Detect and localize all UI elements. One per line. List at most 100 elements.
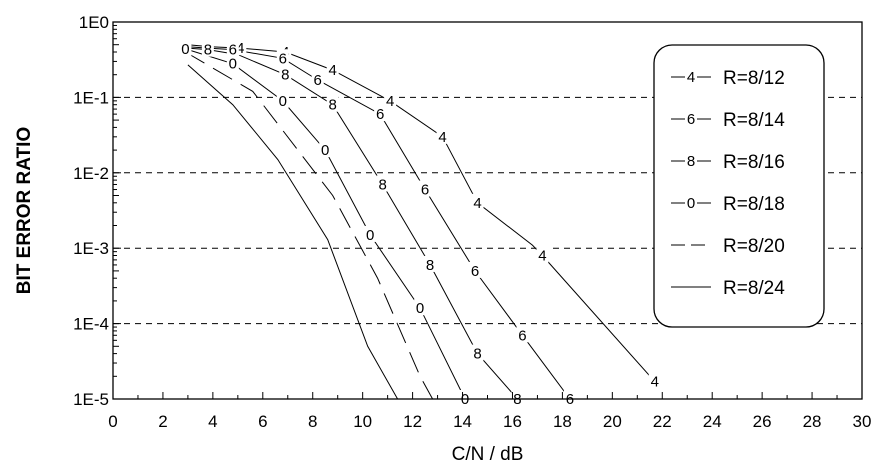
- x-tick-label: 18: [553, 412, 572, 431]
- marker-background: [424, 255, 437, 272]
- grid-lines: [113, 96, 862, 325]
- y-tick-label: 1E0: [79, 13, 109, 32]
- series-line: [187, 44, 656, 382]
- series-marker: 4: [386, 93, 394, 110]
- y-tick-label: 1E-4: [73, 315, 109, 334]
- legend: 4 R=8/12 6 R=8/14 8 R=8/16 0 R=8/18 R=8/20 R=8/24: [653, 44, 825, 328]
- legend-entry: R=8/14: [723, 110, 785, 131]
- x-tick-label: 28: [803, 412, 822, 431]
- series-marker: 6: [229, 42, 237, 59]
- series-marker: 8: [426, 257, 434, 274]
- x-tick-label: 20: [603, 412, 622, 431]
- marker-background: [374, 105, 387, 122]
- series-marker: 0: [229, 56, 237, 73]
- series-marker: 4: [329, 62, 337, 79]
- x-tick-label: 22: [653, 412, 672, 431]
- legend-marker-background: [685, 152, 697, 168]
- y-axis-title: BIT ERROR RATIO: [14, 127, 35, 294]
- marker-background: [376, 175, 389, 192]
- legend-entry: R=8/20: [723, 236, 785, 257]
- series-marker: 4: [473, 195, 481, 212]
- x-tick-label: 6: [258, 412, 267, 431]
- legend-entry: R=8/18: [723, 194, 785, 215]
- marker-background: [226, 54, 239, 71]
- marker-background: [469, 261, 482, 278]
- marker-background: [536, 246, 549, 263]
- x-tick-label: 24: [703, 412, 722, 431]
- legend-marker: 8: [687, 153, 695, 170]
- series-line: [185, 51, 434, 400]
- series-marker: 8: [378, 176, 386, 193]
- legend-entry: R=8/12: [723, 68, 785, 89]
- series-marker: 0: [416, 300, 424, 317]
- marker-background: [276, 91, 289, 108]
- y-tick-label: 1E-1: [73, 88, 109, 107]
- x-tick-label: 26: [753, 412, 772, 431]
- series-marker: 4: [538, 248, 546, 265]
- series-marker: 0: [321, 142, 329, 159]
- x-axis-title: C/N / dB: [452, 444, 524, 465]
- marker-background: [319, 141, 332, 158]
- x-tick-label: 30: [853, 412, 872, 431]
- series-marker: 6: [314, 72, 322, 89]
- x-tick-label: 2: [158, 412, 167, 431]
- x-tick-label: 14: [453, 412, 472, 431]
- legend-marker: 0: [687, 195, 695, 212]
- marker-background: [648, 372, 661, 389]
- marker-background: [459, 390, 472, 406]
- x-tick-label: 12: [403, 412, 422, 431]
- series-marker: 6: [518, 327, 526, 344]
- series-marker: 6: [376, 106, 384, 123]
- x-tick-label: 4: [208, 412, 217, 431]
- series-marker: 4: [236, 40, 244, 57]
- marker-background: [364, 225, 377, 242]
- marker-background: [563, 390, 576, 406]
- series-marker: 8: [204, 42, 212, 59]
- marker-background: [326, 95, 339, 112]
- legend-marker-background: [685, 68, 697, 84]
- series-marker: 8: [329, 97, 337, 114]
- legend-marker: 4: [687, 69, 695, 86]
- series-line: [185, 48, 466, 400]
- series-line: [187, 46, 571, 400]
- legend-entry: R=8/24: [723, 278, 785, 299]
- series-marker: 8: [473, 346, 481, 363]
- marker-background: [326, 61, 339, 78]
- marker-background: [311, 71, 324, 88]
- series-marker: 6: [279, 50, 287, 67]
- x-tick-label: 8: [308, 412, 317, 431]
- marker-background: [471, 193, 484, 210]
- y-tick-label: 1E-2: [73, 164, 109, 183]
- x-tick-label: 10: [353, 412, 372, 431]
- marker-background: [511, 390, 524, 406]
- series-marker: 0: [279, 93, 287, 110]
- x-tick-label: 16: [503, 412, 522, 431]
- marker-background: [226, 40, 239, 57]
- marker-background: [201, 40, 214, 57]
- series-marker: 4: [438, 129, 446, 146]
- series-marker: 4: [651, 374, 659, 391]
- marker-background: [279, 65, 292, 82]
- marker-background: [384, 91, 397, 108]
- marker-background: [471, 344, 484, 361]
- y-tick-label: 1E-3: [73, 239, 109, 258]
- legend-entry: R=8/16: [723, 152, 785, 173]
- marker-background: [516, 326, 529, 343]
- series-marker: 6: [421, 182, 429, 199]
- marker-background: [419, 180, 432, 197]
- series-line: [187, 64, 399, 400]
- marker-background: [276, 49, 289, 66]
- marker-background: [414, 299, 427, 316]
- marker-background: [436, 127, 449, 144]
- series-marker: 0: [366, 227, 374, 244]
- axis-ticks: 0 2 4 6 8 10 12 14 16 18 20 22 24 26 28 301E01E-11E-21E…: [73, 13, 871, 431]
- legend-marker-background: [685, 194, 697, 210]
- series-lines: [185, 44, 656, 400]
- series-marker: 6: [471, 263, 479, 280]
- legend-marker: 6: [687, 111, 695, 128]
- series-marker: 0: [181, 41, 189, 58]
- marker-background: [179, 39, 192, 56]
- legend-marker-background: [685, 110, 697, 126]
- x-tick-label: 0: [108, 412, 117, 431]
